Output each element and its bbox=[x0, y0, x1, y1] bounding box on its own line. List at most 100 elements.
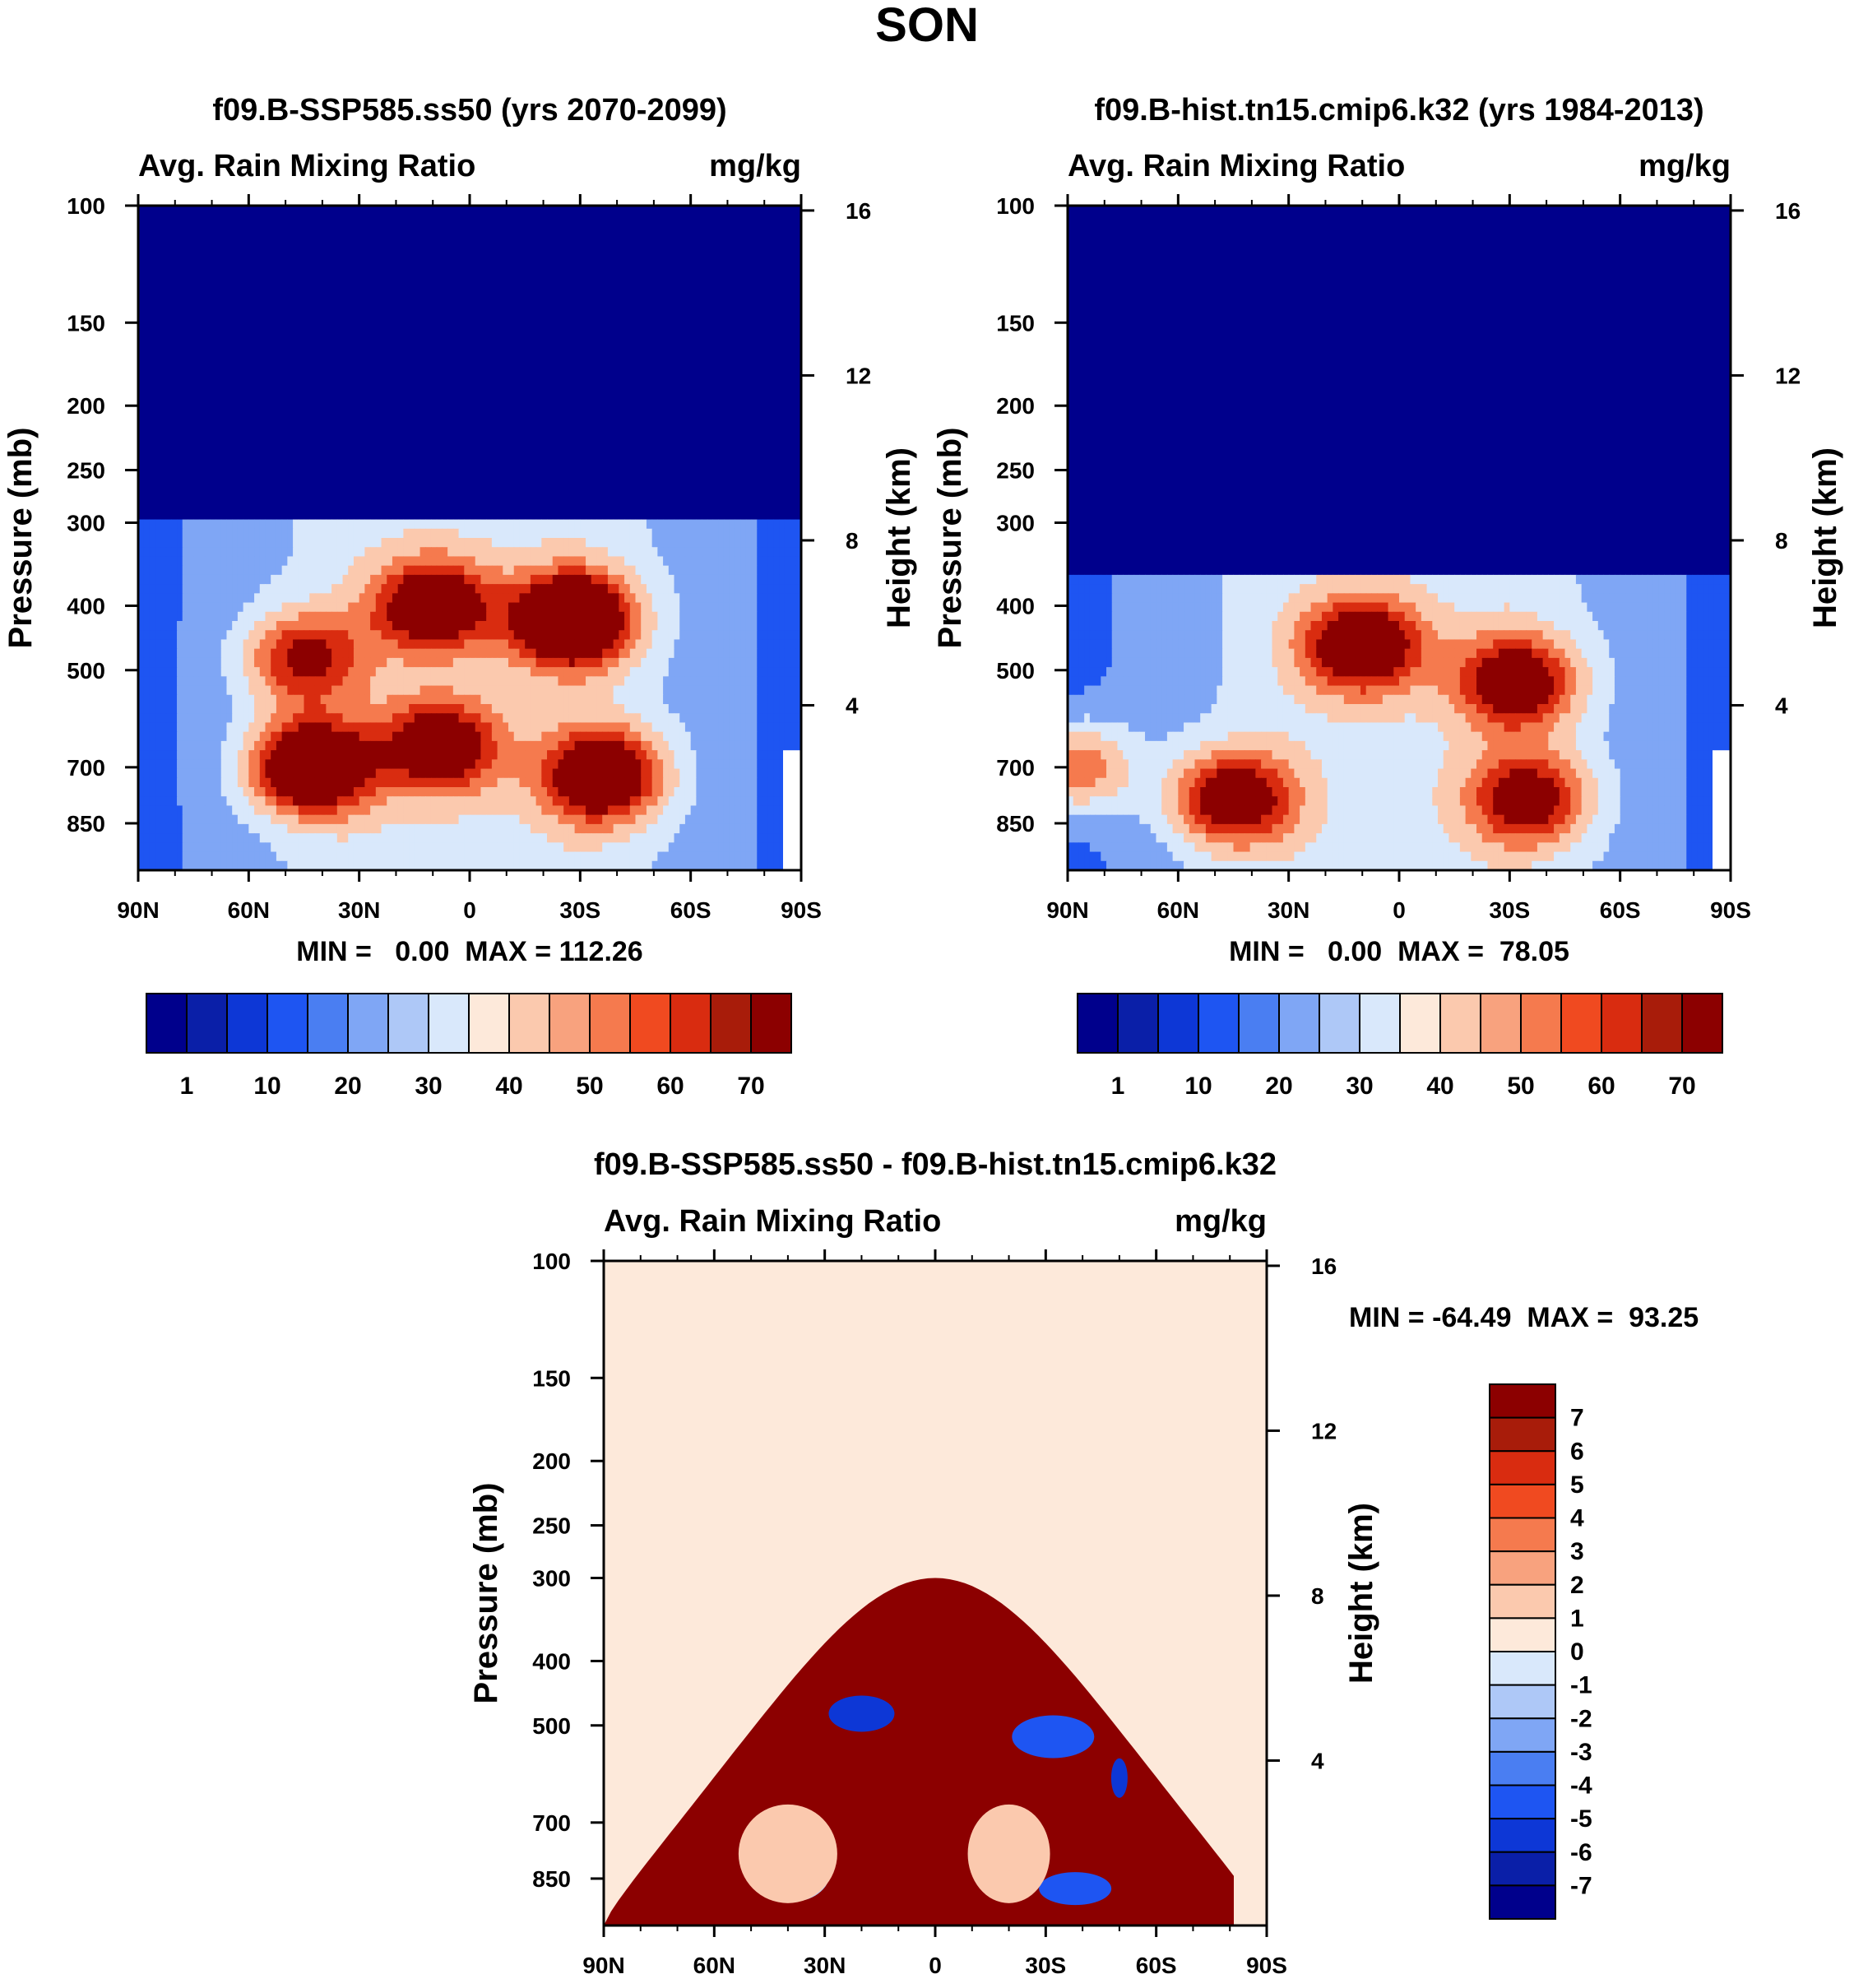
field-cell bbox=[342, 860, 349, 870]
field-cell bbox=[497, 750, 503, 760]
field-cell bbox=[271, 823, 277, 834]
field-cell bbox=[464, 602, 470, 613]
field-cell bbox=[381, 787, 387, 797]
field-cell bbox=[1089, 584, 1096, 594]
field-cell bbox=[657, 574, 664, 585]
field-cell bbox=[259, 768, 267, 779]
field-cell bbox=[475, 538, 482, 548]
field-cell bbox=[165, 547, 172, 558]
field-cell bbox=[414, 519, 421, 530]
field-cell bbox=[519, 574, 526, 585]
field-cell bbox=[491, 823, 498, 834]
field-cell bbox=[784, 657, 791, 668]
field-cell bbox=[530, 851, 537, 862]
field-cell bbox=[690, 519, 697, 530]
field-cell bbox=[684, 676, 692, 687]
field-cell bbox=[188, 538, 194, 548]
field-cell bbox=[177, 704, 183, 714]
field-cell bbox=[613, 851, 619, 862]
field-cell bbox=[574, 676, 581, 687]
field-cell bbox=[193, 648, 200, 659]
field-cell bbox=[552, 556, 559, 567]
field-cell bbox=[668, 657, 675, 668]
field-cell bbox=[690, 750, 697, 760]
field-cell bbox=[442, 528, 448, 539]
field-cell bbox=[773, 731, 780, 742]
field-cell bbox=[403, 851, 410, 862]
field-cell bbox=[452, 777, 460, 788]
field-cell bbox=[702, 611, 708, 622]
field-cell bbox=[779, 538, 786, 548]
field-cell bbox=[425, 713, 432, 724]
field-cell bbox=[712, 777, 719, 788]
field-cell bbox=[414, 602, 421, 613]
field-cell bbox=[745, 860, 753, 870]
field-cell bbox=[342, 611, 349, 622]
field-cell bbox=[198, 796, 206, 807]
field-cell bbox=[751, 796, 758, 807]
field-cell bbox=[513, 593, 521, 604]
field-cell bbox=[663, 713, 670, 724]
field-cell bbox=[580, 759, 586, 770]
field-cell bbox=[464, 528, 470, 539]
field-cell bbox=[707, 805, 714, 816]
field-cell bbox=[265, 528, 271, 539]
field-cell bbox=[397, 621, 404, 631]
field-cell bbox=[237, 814, 244, 825]
field-cell bbox=[342, 796, 349, 807]
field-cell bbox=[331, 860, 338, 870]
field-cell bbox=[1211, 593, 1217, 604]
field-cell bbox=[232, 667, 239, 677]
field-cell bbox=[171, 750, 178, 760]
field-cell bbox=[442, 630, 448, 641]
field-cell bbox=[641, 621, 647, 631]
field-cell bbox=[784, 556, 791, 567]
field-cell bbox=[248, 796, 255, 807]
field-cell bbox=[684, 630, 692, 641]
field-cell bbox=[348, 768, 355, 779]
field-cell bbox=[668, 556, 675, 567]
field-cell bbox=[486, 851, 493, 862]
field-cell bbox=[513, 768, 521, 779]
field-cell bbox=[591, 750, 598, 760]
field-cell bbox=[314, 694, 322, 705]
field-cell bbox=[635, 704, 642, 714]
field-cell bbox=[419, 750, 426, 760]
field-cell bbox=[370, 574, 377, 585]
field-cell bbox=[602, 759, 609, 770]
field-cell bbox=[452, 768, 460, 779]
field-cell bbox=[1261, 584, 1268, 594]
field-cell bbox=[619, 833, 625, 843]
field-cell bbox=[143, 639, 151, 650]
field-cell bbox=[696, 574, 702, 585]
field-cell bbox=[397, 593, 404, 604]
field-cell bbox=[243, 814, 249, 825]
field-cell bbox=[336, 704, 344, 714]
field-cell bbox=[304, 851, 310, 862]
field-cell bbox=[160, 630, 167, 641]
field-cell bbox=[491, 602, 498, 613]
field-cell bbox=[663, 722, 670, 733]
field-cell bbox=[586, 823, 592, 834]
field-cell bbox=[442, 740, 448, 751]
field-cell bbox=[165, 796, 172, 807]
field-cell bbox=[491, 547, 498, 558]
field-cell bbox=[602, 777, 609, 788]
field-cell bbox=[1658, 584, 1665, 594]
field-cell bbox=[248, 519, 255, 530]
field-cell bbox=[740, 713, 747, 724]
field-cell bbox=[1476, 574, 1483, 585]
y-tick-label: 300 bbox=[67, 511, 105, 536]
field-cell bbox=[712, 731, 719, 742]
field-cell bbox=[503, 667, 509, 677]
field-cell bbox=[635, 768, 642, 779]
field-cell bbox=[430, 740, 438, 751]
field-cell bbox=[663, 611, 670, 622]
field-cell bbox=[375, 574, 382, 585]
field-cell bbox=[591, 814, 598, 825]
field-cell bbox=[216, 851, 222, 862]
field-cell bbox=[287, 584, 294, 594]
field-cell bbox=[271, 759, 277, 770]
field-cell bbox=[535, 823, 542, 834]
field-cell bbox=[751, 593, 758, 604]
